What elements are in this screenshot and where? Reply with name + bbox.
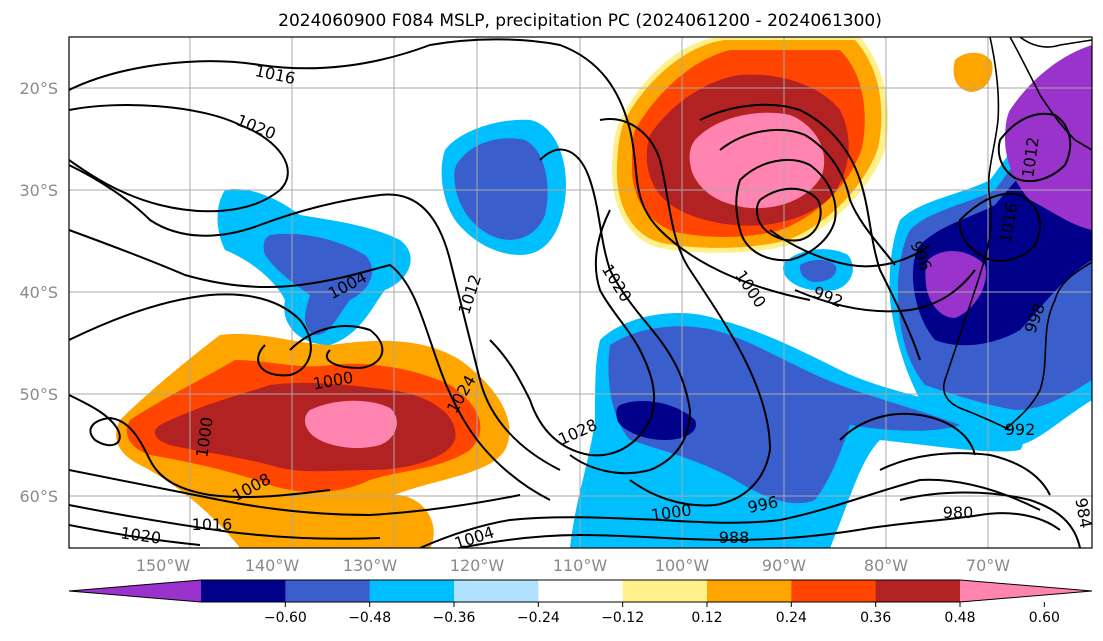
coastline-path — [1019, 37, 1092, 48]
lat-label: 60°S — [19, 487, 58, 506]
isobar — [419, 478, 1041, 548]
colorbar-tick-label: −0.60 — [264, 610, 307, 626]
precip-region-darkblue-south — [616, 400, 696, 440]
colorbar-segment — [707, 580, 792, 602]
lon-label: 90°W — [762, 556, 806, 575]
isobar — [69, 524, 201, 546]
coastline-path — [943, 37, 1011, 431]
lat-label: 20°S — [19, 79, 58, 98]
precip-region-blue-west — [263, 233, 373, 335]
isobar — [755, 187, 822, 242]
coastline-path — [1009, 37, 1092, 151]
precip-region-pink-east — [689, 112, 825, 209]
colorbar-tick-label: −0.48 — [348, 610, 391, 626]
precip-region-small-blue-core — [799, 259, 837, 282]
lon-label: 120°W — [450, 556, 505, 575]
isobar-contours — [69, 38, 1081, 548]
colorbar-segment — [791, 580, 877, 602]
isobar — [599, 118, 772, 507]
colorbar-tick-label: 0.36 — [860, 610, 891, 626]
coastline-path — [1004, 261, 1092, 431]
isobar-labels: 1016 1020 1004 1012 1020 1000 992 996 10… — [119, 61, 1095, 553]
colorbar-segment — [454, 580, 539, 602]
graticule — [69, 37, 1092, 548]
colorbar-tick-label: 0.12 — [691, 610, 722, 626]
precip-region-small-orange-blob — [953, 52, 993, 92]
isobar — [69, 504, 381, 540]
isobar — [69, 229, 551, 501]
longitude-labels: 150°W 140°W 130°W 120°W 110°W 100°W 90°W… — [136, 556, 1010, 575]
colorbar-segment — [875, 580, 961, 602]
lat-label: 50°S — [19, 385, 58, 404]
map-title: 2024060900 F084 MSLP, precipitation PC (… — [278, 11, 882, 31]
isobar — [958, 192, 1041, 262]
colorbar-segment — [622, 580, 708, 602]
isobar — [899, 491, 1081, 548]
isobar — [719, 129, 896, 266]
map-panel: 1016 1020 1004 1012 1020 1000 992 996 10… — [68, 36, 1095, 553]
precip-region-purple-sa-north — [1005, 45, 1092, 230]
isobar — [69, 394, 331, 499]
precip-region-orange-south — [300, 495, 434, 548]
lat-label: 30°S — [19, 181, 58, 200]
colorbar-tick-label: 0.60 — [1029, 610, 1060, 626]
colorbar-outline — [68, 579, 1093, 603]
isobar — [69, 164, 561, 471]
lat-label: 40°S — [19, 283, 58, 302]
isobar-label: 1016 — [192, 515, 233, 534]
coastline-south-america — [943, 37, 1092, 431]
isobar — [839, 412, 976, 456]
colorbar-extend-low — [69, 580, 201, 602]
lon-label: 150°W — [136, 556, 191, 575]
isobar — [699, 103, 921, 361]
latitude-labels: 20°S 30°S 40°S 50°S 60°S — [19, 79, 58, 506]
isobar — [289, 325, 384, 370]
colorbar-segment — [201, 580, 286, 602]
isobar — [69, 469, 521, 517]
colorbar-tick-label: 0.48 — [944, 610, 975, 626]
colorbar: −0.60 −0.48 −0.36 −0.24 −0.12 0.12 0.24 0.36 0.4… — [68, 579, 1093, 626]
isobar — [794, 269, 976, 313]
lon-label: 110°W — [553, 556, 608, 575]
isobar — [69, 38, 811, 301]
colorbar-tick-label: −0.12 — [601, 610, 644, 626]
isobar-label: 988 — [719, 528, 750, 547]
colorbar-segment — [538, 580, 624, 602]
precip-region-blue-central — [454, 138, 548, 240]
colorbar-segment — [369, 580, 455, 602]
isobar — [997, 112, 1072, 183]
precip-region-pink-sw — [304, 400, 397, 449]
isobar — [879, 452, 1051, 496]
lon-label: 100°W — [655, 556, 710, 575]
isobar — [489, 209, 656, 457]
isobar — [769, 229, 931, 268]
lon-label: 80°W — [864, 556, 908, 575]
isobar — [69, 104, 289, 213]
lon-label: 140°W — [245, 556, 300, 575]
isobar — [69, 293, 312, 377]
lon-label: 130°W — [343, 556, 398, 575]
lon-label: 70°W — [966, 556, 1010, 575]
isobar-label: 980 — [943, 503, 974, 522]
map-frame — [68, 36, 1093, 549]
colorbar-segment — [285, 580, 371, 602]
colorbar-tick-label: −0.24 — [517, 610, 560, 626]
colorbar-tick-label: 0.24 — [776, 610, 807, 626]
colorbar-extend-high — [960, 580, 1092, 602]
colorbar-tick-label: −0.36 — [433, 610, 476, 626]
isobar — [459, 512, 1061, 548]
isobar-label: 992 — [1005, 420, 1036, 439]
isobar — [735, 159, 837, 262]
isobar — [539, 148, 692, 475]
